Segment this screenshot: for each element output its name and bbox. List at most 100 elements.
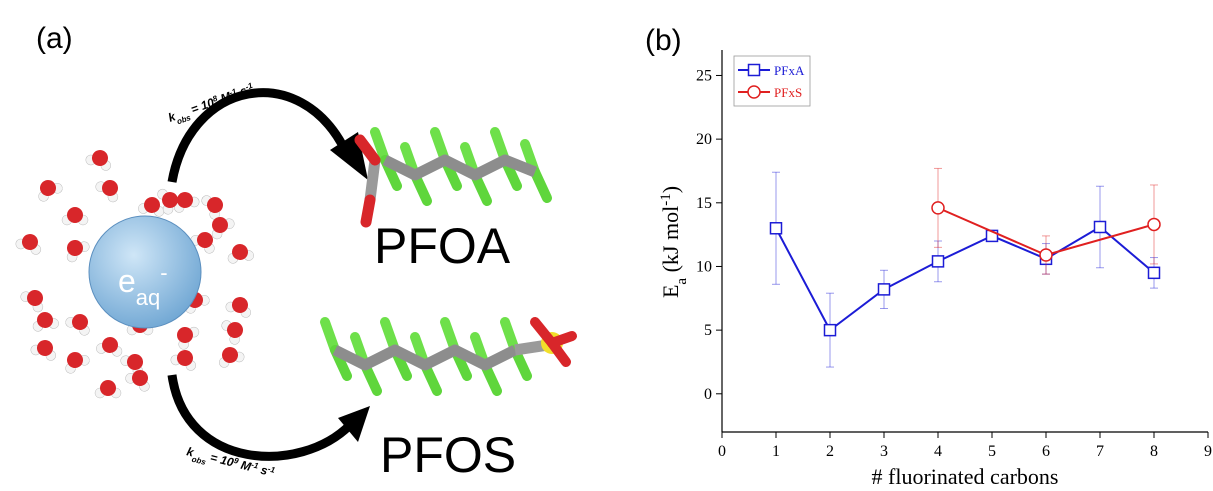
oxygen — [102, 180, 118, 196]
water — [221, 320, 243, 345]
water — [38, 180, 63, 202]
water — [125, 370, 150, 392]
arrowhead — [338, 406, 370, 442]
oxygen — [212, 217, 228, 233]
y-tick-label: 15 — [696, 195, 712, 212]
water — [85, 150, 112, 171]
oxygen — [207, 197, 223, 213]
data-point — [1147, 266, 1161, 280]
oxygen — [360, 194, 376, 228]
oxygen — [232, 244, 248, 260]
carbon-chain — [382, 154, 538, 181]
oxygen — [102, 337, 118, 353]
data-point — [931, 201, 945, 215]
fluorine-bond — [530, 167, 552, 203]
oxygen — [22, 234, 38, 250]
oxygen — [67, 352, 83, 368]
panel-label: (b) — [645, 24, 682, 57]
arrow — [167, 88, 350, 183]
data-point — [823, 323, 837, 337]
oxygen — [132, 370, 148, 386]
panel-b: (b) # fluorinated carbons Ea (kJ mol-1) … — [645, 24, 1212, 489]
water — [157, 188, 178, 215]
water — [94, 380, 122, 399]
water — [95, 180, 119, 203]
oxygen — [232, 297, 248, 313]
carbonyl — [364, 159, 381, 201]
water — [218, 347, 245, 368]
water — [96, 337, 123, 357]
panel-a: (a) kobs = 108 M-1 s-1 kobs = 109 M-1 s-… — [15, 22, 577, 483]
water — [211, 217, 235, 240]
oxygen — [72, 314, 88, 330]
y-tick-label: 25 — [696, 67, 712, 84]
x-tick-label: 9 — [1204, 443, 1212, 460]
water — [227, 244, 254, 264]
x-tick-label: 4 — [934, 443, 942, 460]
panel-label: (a) — [36, 22, 73, 55]
y-tick-label: 20 — [696, 131, 712, 148]
water — [15, 234, 42, 255]
legend-marker — [747, 63, 761, 77]
legend-marker — [747, 85, 761, 99]
oxygen — [162, 192, 178, 208]
oxygen — [27, 290, 43, 306]
arrow — [167, 374, 354, 461]
oxygen — [144, 197, 160, 213]
oxygen — [67, 207, 83, 223]
x-tick-label: 2 — [826, 443, 834, 460]
oxygen — [222, 347, 238, 363]
oxygen — [197, 232, 213, 248]
water — [201, 195, 223, 220]
oxygen — [354, 134, 381, 166]
water — [170, 350, 197, 371]
rate-label: kobs = 109 M-1 s-1 — [184, 444, 276, 483]
water — [66, 240, 90, 263]
data-point — [1147, 217, 1161, 232]
oxygen — [177, 350, 193, 366]
oxygen — [127, 354, 143, 370]
x-tick-label: 7 — [1096, 443, 1104, 460]
y-tick-label: 10 — [696, 258, 712, 275]
data-point — [931, 255, 945, 268]
x-tick-label: 6 — [1042, 443, 1050, 460]
water — [225, 297, 252, 318]
water — [173, 192, 200, 213]
molecule-label: PFOA — [374, 218, 511, 274]
oxygen — [177, 192, 193, 208]
electron-bubble — [88, 215, 202, 329]
rate-label: kobs = 108 M-1 s-1 — [166, 80, 257, 128]
oxygen — [92, 150, 108, 166]
x-tick-label: 5 — [988, 443, 996, 460]
y-axis-label: Ea (kJ mol-1) — [658, 186, 690, 298]
legend-label: PFxS — [774, 85, 802, 100]
x-tick-label: 0 — [718, 443, 726, 460]
x-tick-label: 1 — [772, 443, 780, 460]
water — [190, 232, 215, 254]
oxygen — [37, 340, 53, 356]
water — [61, 207, 89, 226]
molecules — [320, 127, 577, 396]
water — [30, 340, 57, 361]
oxygen — [177, 327, 193, 343]
water — [138, 197, 165, 217]
data-point — [1093, 220, 1107, 234]
oxygen — [227, 322, 243, 338]
molecule-label: PFOS — [380, 427, 516, 483]
water — [65, 352, 90, 374]
y-tick-label: 0 — [704, 386, 712, 403]
data-point — [877, 283, 891, 296]
water — [177, 326, 200, 350]
water — [20, 290, 44, 313]
legend-label: PFxA — [774, 63, 805, 78]
oxygen — [37, 312, 53, 328]
data-point — [1039, 248, 1053, 262]
carbon-chain — [332, 344, 518, 371]
x-tick-label: 8 — [1150, 443, 1158, 460]
oxygen — [40, 180, 56, 196]
oxygen — [67, 240, 83, 256]
water — [65, 314, 90, 336]
oxygen — [100, 380, 116, 396]
y-tick-label: 5 — [704, 322, 712, 339]
